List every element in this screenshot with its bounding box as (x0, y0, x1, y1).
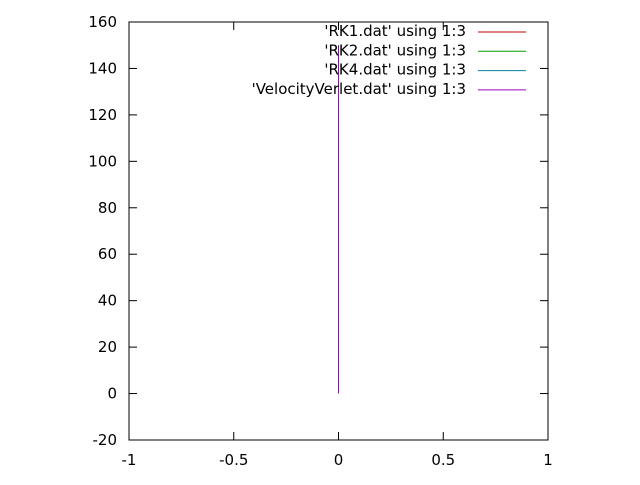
x-tick-label: 0.5 (431, 451, 455, 469)
y-tick-label: -20 (93, 431, 118, 449)
legend-label: 'VelocityVerlet.dat' using 1:3 (252, 80, 466, 98)
y-tick-label: 120 (88, 106, 117, 124)
y-tick-label: 80 (98, 199, 117, 217)
y-tick-label: 160 (88, 13, 117, 31)
legend-label: 'RK4.dat' using 1:3 (324, 61, 466, 79)
y-tick-label: 20 (98, 338, 117, 356)
x-tick-label: 0 (334, 451, 344, 469)
y-tick-label: 140 (88, 59, 117, 77)
y-tick-label: 100 (88, 152, 117, 170)
x-tick-label: -1 (122, 451, 137, 469)
legend-label: 'RK2.dat' using 1:3 (324, 41, 466, 59)
x-tick-label: -0.5 (219, 451, 248, 469)
legend-label: 'RK1.dat' using 1:3 (324, 22, 466, 40)
y-tick-label: 60 (98, 245, 117, 263)
y-tick-label: 0 (107, 385, 117, 403)
y-tick-label: 40 (98, 292, 117, 310)
x-tick-label: 1 (543, 451, 553, 469)
